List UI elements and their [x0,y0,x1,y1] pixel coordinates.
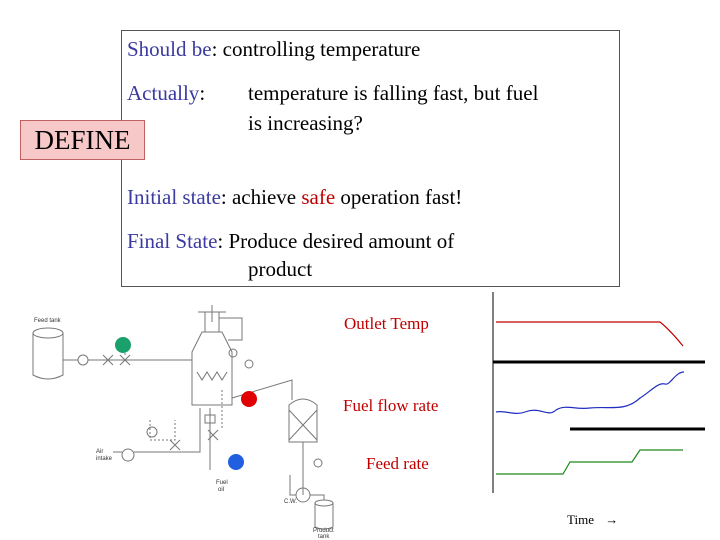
feed-tank-body [32,333,64,380]
initial-state-safe: safe [301,185,336,209]
air-blower [121,448,135,462]
actually-colon: : [199,81,206,105]
instrument-reactor [313,458,323,468]
product-tank-body [314,503,334,530]
outlet-temp-trend [496,321,684,347]
initial-state-text-post: operation fast! [335,185,463,209]
product-tank-label-2: tank [318,534,330,540]
fuel-flow-label: Fuel flow rate [343,396,439,415]
feed-rate-label: Feed rate [366,454,429,473]
final-state-label: Final State [127,229,218,253]
feed-tank-top [32,327,64,339]
instrument-ti [228,348,238,358]
feed-valve [102,354,114,366]
final-state-text-line2: product [248,257,313,281]
air-flow-controller [146,426,158,438]
air-intake-label-2: intake [96,456,113,462]
instrument-tt [244,359,254,369]
define-text-box [121,30,620,287]
indicator-green [115,337,131,353]
burner-box [204,414,216,424]
time-label: Time [567,512,594,527]
fired-heater [191,331,233,406]
should-be-label: Should be [127,37,212,61]
actually-text-line1: temperature is falling fast, but fuel [248,81,539,105]
fuel-flow-trend [495,371,685,415]
actually-label: Actually [127,81,200,105]
fuel-oil-label-2: oil [218,487,225,493]
reactor-vessel [288,398,318,443]
final-state-line: Final State: Produce desired amount of [127,229,454,254]
product-tank-label-1: Product [313,528,334,534]
actually-line: Actually: [127,81,205,106]
cw-label: C.W. [284,499,297,505]
actually-text-line2: is increasing? [248,111,363,135]
feed-tank-label: Feed tank [34,318,61,324]
feed-rate-trend [496,449,683,475]
air-damper [169,439,181,451]
feed-pump [77,354,89,366]
initial-state-line: Initial state: achieve safe operation fa… [127,185,462,210]
fuel-valve [207,429,219,441]
heater-coil [196,371,228,381]
air-intake-label-1: Air [96,449,104,455]
define-tag: DEFINE [20,120,145,160]
final-state-text-line1: : Produce desired amount of [217,229,455,253]
should-be-text: : controlling temperature [211,37,421,61]
time-axis-label: Time → [567,512,618,528]
feed-control-valve [119,354,131,366]
initial-state-label: Initial state [127,185,221,209]
indicator-red [241,391,257,407]
should-be-line: Should be: controlling temperature [127,37,420,62]
fuel-oil-label-1: Fuel [216,480,228,486]
outlet-temp-label: Outlet Temp [344,314,429,333]
initial-state-text-pre: : achieve [220,185,302,209]
time-arrow-icon: → [605,512,619,527]
indicator-blue [228,454,244,470]
